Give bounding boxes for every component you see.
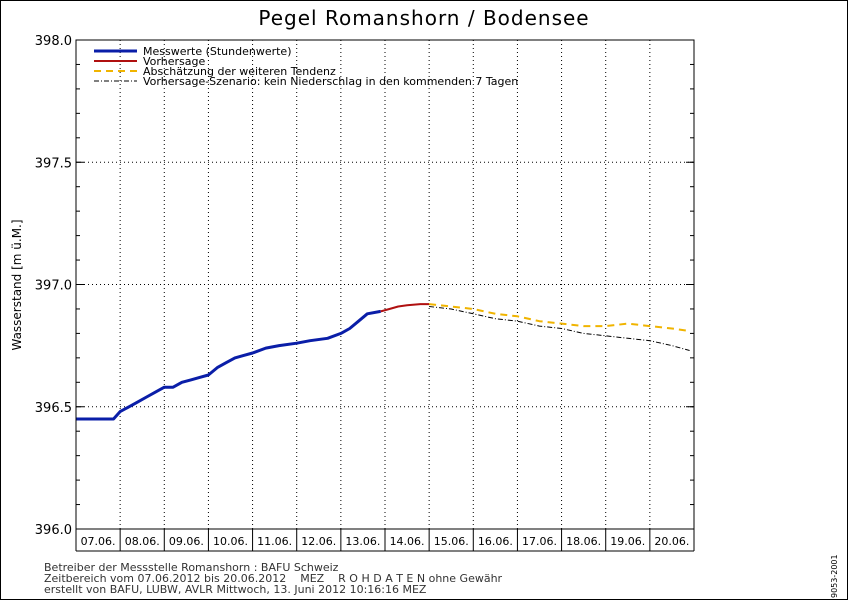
footer-timerange: Zeitbereich vom 07.06.2012 bis 20.06.201…: [44, 572, 503, 585]
series-layer: [76, 303, 690, 421]
grid-lines: [76, 40, 694, 529]
x-tick-label: 13.06.: [345, 535, 380, 548]
legend-label: Vorhersage-Szenario: kein Niederschlag i…: [143, 75, 518, 88]
y-axis-label: Wasserstand [m ü.M.]: [10, 219, 24, 350]
x-tick-label: 14.06.: [390, 535, 425, 548]
axis-ticks: [75, 39, 695, 552]
y-tick-label: 396.0: [35, 523, 72, 538]
x-tick-label: 18.06.: [566, 535, 601, 548]
x-tick-label: 12.06.: [301, 535, 336, 548]
x-tick-label: 17.06.: [522, 535, 557, 548]
x-tick-label: 19.06.: [610, 535, 645, 548]
footer-operator: Betreiber der Messstelle Romanshorn : BA…: [44, 561, 339, 574]
legend-label: Messwerte (Stundenwerte): [143, 45, 292, 58]
chart-code: 9053-2001: [830, 554, 839, 598]
series-line: [76, 309, 381, 421]
y-tick-label: 397.0: [35, 279, 72, 294]
x-tick-label: 07.06.: [81, 535, 116, 548]
x-tick-label: 16.06.: [478, 535, 513, 548]
x-tick-label: 11.06.: [257, 535, 292, 548]
y-tick-label: 396.5: [35, 401, 72, 416]
x-tick-label: 09.06.: [169, 535, 204, 548]
legend-label: Abschätzung der weiteren Tendenz: [143, 65, 336, 78]
series-line: [428, 303, 690, 332]
y-tick-label: 397.5: [35, 156, 72, 171]
footer-created: erstellt von BAFU, LUBW, AVLR Mittwoch, …: [44, 583, 427, 596]
legend: Messwerte (Stundenwerte)VorhersageAbschä…: [94, 45, 518, 88]
x-tick-label: 10.06.: [213, 535, 248, 548]
y-tick-labels: 396.0 396.5 397.0 397.5 398.0: [35, 34, 72, 538]
x-tick-label: 15.06.: [434, 535, 469, 548]
x-tick-label: 20.06.: [654, 535, 689, 548]
legend-label: Vorhersage: [143, 55, 205, 68]
x-tick-labels: 07.06. 08.06. 09.06. 10.06. 11.06. 12.06. 13.0…: [81, 535, 690, 548]
chart-title: Pegel Romanshorn / Bodensee: [258, 6, 590, 30]
y-tick-label: 398.0: [35, 34, 72, 49]
series-line: [429, 306, 690, 351]
series-line: [380, 303, 430, 313]
x-tick-label: 08.06.: [125, 535, 160, 548]
